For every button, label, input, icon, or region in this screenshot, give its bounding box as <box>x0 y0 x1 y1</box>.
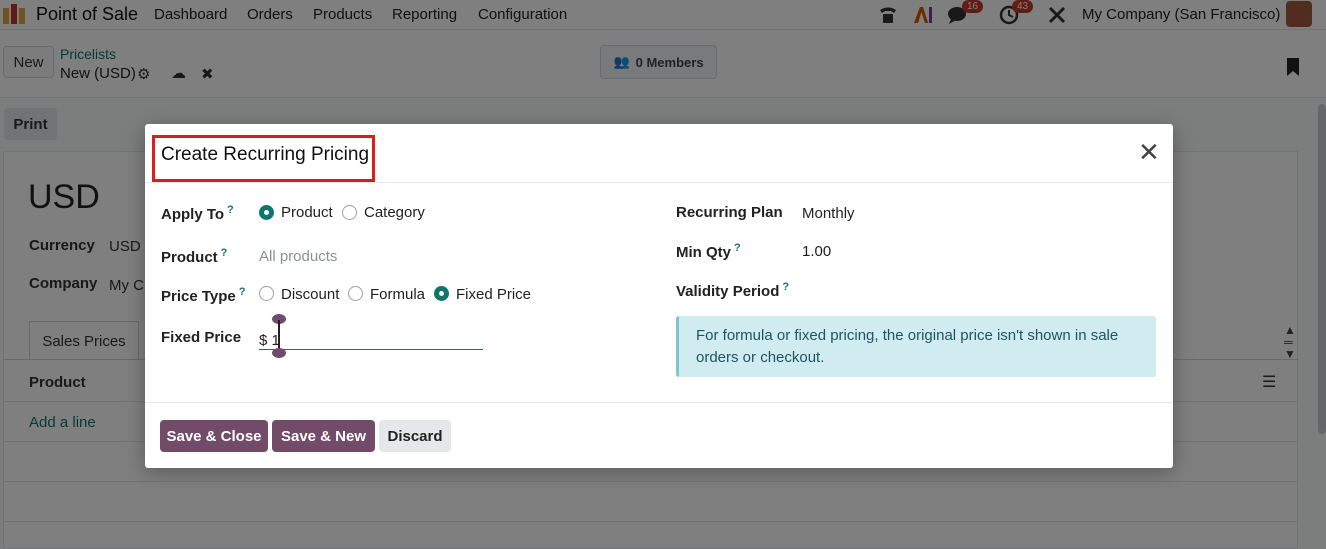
text-cursor <box>278 320 280 350</box>
dialog-footer-divider <box>145 402 1173 403</box>
currency-symbol: $ <box>259 332 268 349</box>
price-formula-label[interactable]: Formula <box>370 286 426 303</box>
save-close-button[interactable]: Save & Close <box>160 420 268 452</box>
recurring-plan-value[interactable]: Monthly <box>802 205 855 222</box>
apply-product-label[interactable]: Product <box>281 204 333 221</box>
radio-price-discount[interactable] <box>259 286 274 301</box>
close-icon[interactable]: ✕ <box>1138 137 1160 167</box>
apply-to-label: Apply To? <box>161 204 234 223</box>
fixed-price-value: 1 <box>271 332 280 349</box>
text-cursor-handle-top[interactable] <box>272 314 286 324</box>
validity-period-label: Validity Period? <box>676 281 790 300</box>
min-qty-label: Min Qty? <box>676 242 741 261</box>
price-discount-label[interactable]: Discount <box>281 286 340 303</box>
dialog-title: Create Recurring Pricing <box>161 144 370 165</box>
pricing-info-alert: For formula or fixed pricing, the origin… <box>676 316 1156 377</box>
fixed-price-input[interactable]: $ 1 <box>259 332 483 350</box>
title-highlight-box <box>152 135 375 182</box>
text-cursor-handle-bottom[interactable] <box>272 348 286 358</box>
radio-apply-category[interactable] <box>342 205 357 220</box>
fixed-price-label: Fixed Price <box>161 329 242 346</box>
min-qty-value[interactable]: 1.00 <box>802 243 832 260</box>
save-new-button[interactable]: Save & New <box>272 420 375 452</box>
radio-apply-product[interactable] <box>259 205 274 220</box>
dialog-header: Create Recurring Pricing ✕ <box>145 124 1173 183</box>
apply-category-label[interactable]: Category <box>364 204 425 221</box>
product-label: Product? <box>161 247 228 266</box>
radio-price-fixed[interactable] <box>434 286 449 301</box>
product-input[interactable]: All products <box>259 248 338 265</box>
radio-price-formula[interactable] <box>348 286 363 301</box>
discard-button[interactable]: Discard <box>379 420 451 452</box>
recurring-plan-label: Recurring Plan <box>676 204 783 221</box>
price-type-label: Price Type? <box>161 286 246 305</box>
price-fixed-label[interactable]: Fixed Price <box>456 286 532 303</box>
recurring-pricing-dialog: Create Recurring Pricing ✕ Apply To? Pro… <box>145 124 1173 468</box>
